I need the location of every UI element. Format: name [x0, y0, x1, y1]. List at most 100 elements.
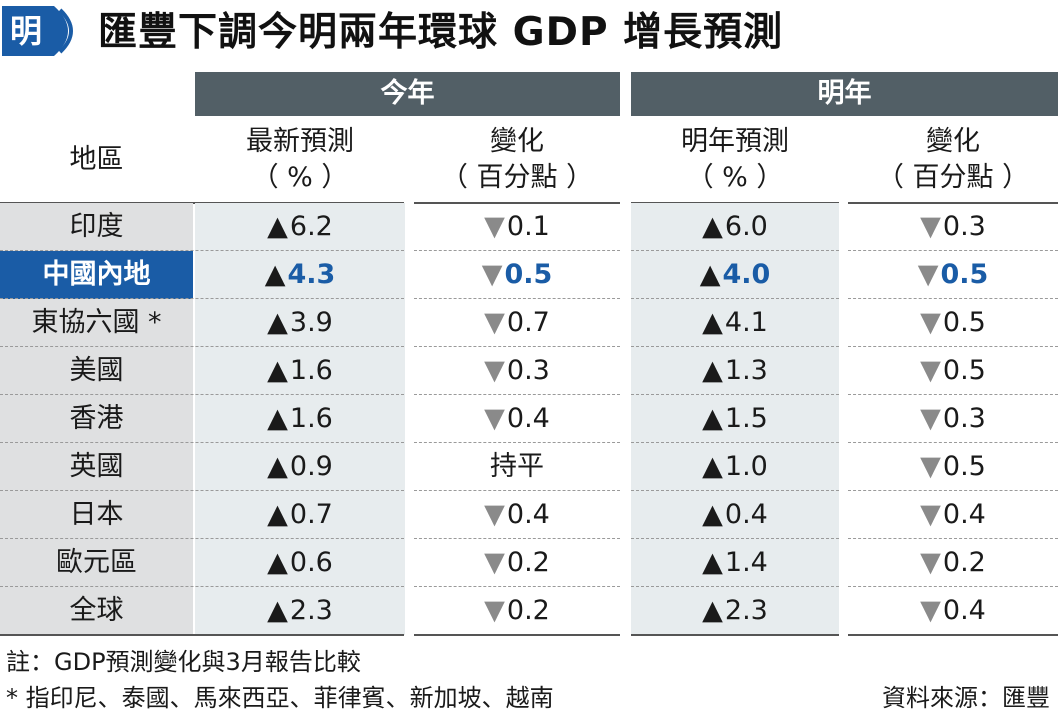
down-triangle-icon: ▼ [484, 595, 505, 626]
change-next-year-value: 0.5 [942, 355, 986, 386]
row-divider [631, 394, 839, 395]
next-forecast-cell: ▲4.1 [631, 299, 839, 347]
down-triangle-icon: ▼ [920, 403, 941, 434]
col-header-latest-l2: （ % ） [251, 162, 349, 193]
down-triangle-icon: ▼ [484, 307, 505, 338]
header-divider [848, 202, 1058, 204]
row-divider [631, 490, 839, 491]
row-divider [0, 442, 404, 443]
region-cell: 中國內地 [0, 251, 193, 299]
latest-forecast-value: 6.2 [289, 211, 333, 242]
change-next-year-cell: ▼0.5 [848, 347, 1058, 395]
change-this-year-value: 0.4 [506, 499, 550, 530]
change-this-year-value: 0.2 [506, 595, 550, 626]
change-next-year-value: 0.5 [940, 259, 989, 290]
change-this-year-value: 0.3 [506, 355, 550, 386]
up-triangle-icon: ▲ [702, 355, 723, 386]
next-forecast-cell: ▲0.4 [631, 491, 839, 539]
down-triangle-icon: ▼ [920, 547, 941, 578]
next-forecast-cell: ▲6.0 [631, 203, 839, 251]
row-divider [631, 538, 839, 539]
up-triangle-icon: ▲ [267, 499, 288, 530]
latest-forecast-cell: ▲1.6 [195, 395, 405, 443]
change-this-year-cell: ▼0.1 [414, 203, 620, 251]
up-triangle-icon: ▲ [267, 307, 288, 338]
down-triangle-icon: ▼ [917, 259, 939, 290]
badge-text: 明 [10, 12, 42, 50]
up-triangle-icon: ▲ [267, 595, 288, 626]
row-divider [631, 298, 839, 299]
table-row: 印度 ▲6.2 ▼0.1 ▲6.0 ▼0.3 [0, 203, 1058, 251]
table-row: 日本 ▲0.7 ▼0.4 ▲0.4 ▼0.4 [0, 491, 1058, 539]
next-forecast-cell: ▲2.3 [631, 587, 839, 635]
latest-forecast-cell: ▲0.7 [195, 491, 405, 539]
row-divider [848, 346, 1058, 347]
table-row: 歐元區 ▲0.6 ▼0.2 ▲1.4 ▼0.2 [0, 539, 1058, 587]
change-next-year-cell: ▼0.4 [848, 587, 1058, 635]
next-forecast-cell: ▲1.0 [631, 443, 839, 491]
source-note: 資料來源：匯豐 [882, 684, 1050, 712]
row-divider [848, 298, 1058, 299]
latest-forecast-cell: ▲3.9 [195, 299, 405, 347]
row-divider [0, 538, 404, 539]
down-triangle-icon: ▼ [484, 355, 505, 386]
next-forecast-value: 2.3 [724, 595, 768, 626]
next-forecast-value: 1.4 [724, 547, 768, 578]
latest-forecast-value: 0.6 [289, 547, 333, 578]
down-triangle-icon: ▼ [484, 547, 505, 578]
table-row: 英國 ▲0.9 持平 ▲1.0 ▼0.5 [0, 443, 1058, 491]
down-triangle-icon: ▼ [920, 307, 941, 338]
next-forecast-value: 1.0 [724, 451, 768, 482]
down-triangle-icon: ▼ [920, 211, 941, 242]
up-triangle-icon: ▲ [702, 547, 723, 578]
group-header-next-year: 明年 [631, 72, 1058, 116]
change-this-year-cell: ▼0.7 [414, 299, 620, 347]
row-divider [631, 442, 839, 443]
region-cell: 歐元區 [0, 539, 193, 587]
change-this-year-cell: ▼0.4 [414, 395, 620, 443]
latest-forecast-cell: ▲2.3 [195, 587, 405, 635]
row-divider [848, 394, 1058, 395]
row-divider [848, 586, 1058, 587]
row-divider [414, 442, 620, 443]
col-header-change: 變化 （ 百分點 ） [414, 118, 620, 202]
row-divider [414, 250, 620, 251]
latest-forecast-cell: ▲0.6 [195, 539, 405, 587]
change-next-year-cell: ▼0.4 [848, 491, 1058, 539]
down-triangle-icon: ▼ [484, 499, 505, 530]
col-header-change2-l2: （ 百分點 ） [876, 162, 1030, 193]
up-triangle-icon: ▲ [267, 547, 288, 578]
up-triangle-icon: ▲ [702, 403, 723, 434]
change-next-year-value: 0.3 [942, 403, 986, 434]
change-this-year-cell: ▼0.4 [414, 491, 620, 539]
col-header-latest: 最新預測 （ % ） [195, 118, 405, 202]
next-forecast-value: 1.3 [724, 355, 768, 386]
down-triangle-icon: ▼ [920, 451, 941, 482]
change-this-year-cell: 持平 [414, 443, 620, 491]
change-this-year-value: 0.4 [506, 403, 550, 434]
row-divider [414, 538, 620, 539]
footnote-gdp: 註：GDP預測變化與3月報告比較 [6, 648, 361, 676]
row-divider [0, 298, 404, 299]
col-header-next: 明年預測 （ % ） [631, 118, 839, 202]
title-badge: 明 [2, 6, 73, 56]
region-cell: 全球 [0, 587, 193, 635]
up-triangle-icon: ▲ [267, 211, 288, 242]
row-divider [414, 346, 620, 347]
row-divider [414, 634, 620, 636]
col-header-next-l2: （ % ） [686, 162, 784, 193]
row-divider [0, 250, 404, 251]
change-this-year-cell: ▼0.2 [414, 587, 620, 635]
up-triangle-icon: ▲ [702, 499, 723, 530]
up-triangle-icon: ▲ [702, 595, 723, 626]
down-triangle-icon: ▼ [920, 595, 941, 626]
region-cell: 日本 [0, 491, 193, 539]
row-divider [414, 394, 620, 395]
row-divider [414, 586, 620, 587]
row-divider [848, 442, 1058, 443]
row-divider [631, 586, 839, 587]
row-divider [0, 634, 404, 636]
change-this-year-cell: ▼0.3 [414, 347, 620, 395]
up-triangle-icon: ▲ [699, 259, 721, 290]
change-next-year-value: 0.5 [942, 451, 986, 482]
